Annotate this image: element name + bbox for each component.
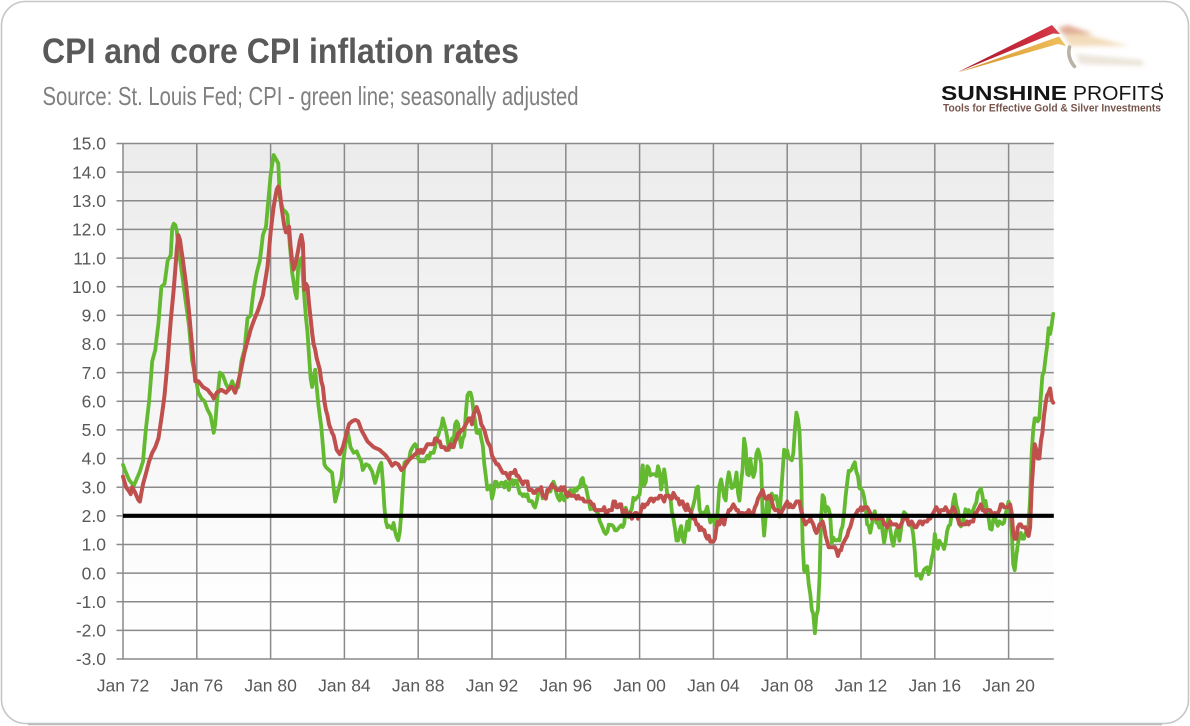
svg-text:11.0: 11.0	[73, 248, 106, 268]
svg-text:SUNSHINE: SUNSHINE	[941, 82, 1067, 105]
svg-text:Jan 16: Jan 16	[909, 676, 962, 696]
svg-text:Jan 20: Jan 20	[982, 676, 1035, 696]
svg-text:14.0: 14.0	[72, 162, 106, 182]
svg-text:Jan 84: Jan 84	[318, 676, 371, 696]
svg-text:8.0: 8.0	[82, 334, 107, 354]
svg-text:12.0: 12.0	[72, 220, 106, 240]
svg-text:Jan 72: Jan 72	[97, 676, 150, 696]
svg-text:Jan 76: Jan 76	[171, 676, 224, 696]
svg-text:CPI and core CPI inflation rat: CPI and core CPI inflation rates	[42, 31, 519, 71]
svg-text:9.0: 9.0	[82, 306, 107, 326]
svg-text:-3.0: -3.0	[76, 649, 106, 669]
svg-text:-1.0: -1.0	[76, 592, 106, 612]
svg-text:10.0: 10.0	[72, 277, 106, 297]
svg-text:Jan 92: Jan 92	[466, 676, 519, 696]
svg-text:Jan 96: Jan 96	[540, 676, 593, 696]
svg-text:4.0: 4.0	[82, 449, 107, 469]
svg-text:3.0: 3.0	[82, 477, 107, 497]
svg-text:5.0: 5.0	[82, 420, 107, 440]
svg-text:13.0: 13.0	[72, 191, 106, 211]
svg-text:7.0: 7.0	[82, 363, 107, 383]
svg-text:0.0: 0.0	[82, 563, 107, 583]
svg-text:Jan 04: Jan 04	[687, 676, 740, 696]
svg-text:-2.0: -2.0	[76, 621, 106, 641]
svg-text:Jan 88: Jan 88	[392, 676, 445, 696]
svg-text:15.0: 15.0	[72, 134, 106, 154]
svg-text:Source: St. Louis Fed; CPI - g: Source: St. Louis Fed; CPI - green line;…	[43, 81, 579, 111]
svg-text:1.0: 1.0	[82, 535, 107, 555]
svg-text:Jan 12: Jan 12	[835, 676, 888, 696]
svg-text:PROFITS: PROFITS	[1073, 82, 1164, 105]
svg-text:2.0: 2.0	[82, 506, 107, 526]
svg-text:Jan 08: Jan 08	[761, 676, 814, 696]
svg-text:Tools for Effective Gold & Sil: Tools for Effective Gold & Silver Invest…	[943, 103, 1161, 115]
svg-text:Jan 80: Jan 80	[244, 676, 297, 696]
svg-text:Jan 00: Jan 00	[613, 676, 666, 696]
svg-text:6.0: 6.0	[82, 392, 107, 412]
